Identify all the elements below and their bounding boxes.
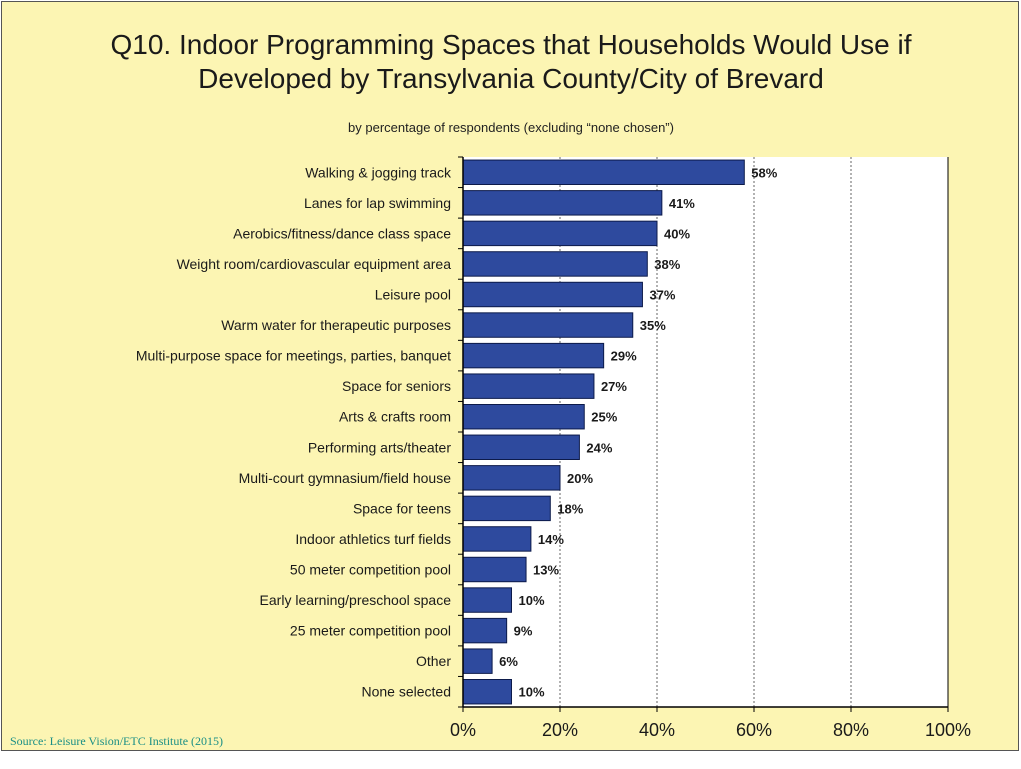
bar	[462, 404, 585, 430]
category-label: None selected	[361, 684, 451, 700]
bar	[462, 465, 561, 491]
category-label: Walking & jogging track	[305, 164, 452, 180]
category-label: Weight room/cardiovascular equipment are…	[177, 256, 452, 272]
value-label: 24%	[586, 440, 612, 455]
bar	[462, 587, 512, 613]
bar	[462, 556, 527, 583]
bar	[462, 220, 658, 247]
category-label: Warm water for therapeutic purposes	[221, 317, 451, 333]
value-label: 9%	[514, 624, 533, 639]
bar	[462, 617, 508, 644]
bar	[462, 373, 595, 399]
chart-title: Q10. Indoor Programming Spaces that Hous…	[110, 29, 912, 94]
category-label: Arts & crafts room	[339, 409, 451, 425]
chart-subtitle: by percentage of respondents (excluding …	[348, 120, 674, 135]
category-label: Other	[416, 653, 451, 669]
bar	[462, 281, 643, 308]
value-label: 13%	[533, 563, 559, 578]
bar	[462, 648, 493, 674]
bar	[462, 342, 605, 369]
category-label: Space for teens	[353, 500, 451, 516]
x-tick-label: 80%	[833, 720, 869, 740]
x-tick-label: 100%	[925, 720, 971, 740]
category-label: 25 meter competition pool	[290, 623, 451, 639]
plot-area	[463, 157, 948, 707]
value-label: 10%	[519, 593, 545, 608]
value-label: 41%	[669, 196, 695, 211]
value-label: 6%	[499, 654, 518, 669]
bar	[462, 434, 580, 460]
x-tick-label: 0%	[450, 720, 476, 740]
bar	[462, 251, 648, 277]
value-label: 29%	[611, 349, 637, 364]
value-label: 25%	[591, 410, 617, 425]
category-label: Indoor athletics turf fields	[295, 531, 451, 547]
category-label: Performing arts/theater	[308, 439, 452, 455]
category-label: Lanes for lap swimming	[304, 195, 451, 211]
category-label: Space for seniors	[342, 378, 451, 394]
category-label: Early learning/preschool space	[260, 592, 452, 608]
category-label: Multi-purpose space for meetings, partie…	[136, 348, 451, 364]
bar	[462, 159, 745, 186]
bar	[462, 526, 532, 552]
source-note: Source: Leisure Vision/ETC Institute (20…	[10, 734, 224, 748]
bar	[462, 495, 551, 522]
value-label: 35%	[640, 318, 666, 333]
x-tick-label: 60%	[736, 720, 772, 740]
value-label: 40%	[664, 226, 690, 241]
value-label: 27%	[601, 379, 627, 394]
bar	[462, 190, 663, 216]
category-label: Multi-court gymnasium/field house	[239, 470, 452, 486]
x-tick-label: 20%	[542, 720, 578, 740]
value-label: 14%	[538, 532, 564, 547]
value-label: 58%	[751, 165, 777, 180]
bar	[462, 679, 512, 705]
bar	[462, 312, 634, 338]
category-label: Aerobics/fitness/dance class space	[233, 225, 451, 241]
category-label: Leisure pool	[375, 287, 451, 303]
value-label: 10%	[519, 685, 545, 700]
value-label: 38%	[654, 257, 680, 272]
x-tick-label: 40%	[639, 720, 675, 740]
value-label: 20%	[567, 471, 593, 486]
category-label: 50 meter competition pool	[290, 562, 451, 578]
value-label: 18%	[557, 501, 583, 516]
value-label: 37%	[649, 288, 675, 303]
